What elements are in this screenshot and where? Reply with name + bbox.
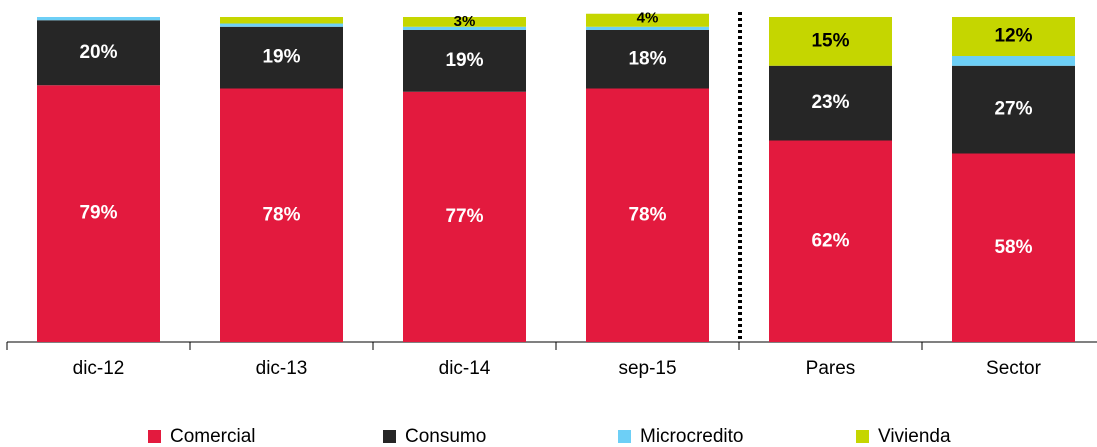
bar-segment <box>952 17 1075 56</box>
bar-segment <box>952 65 1075 154</box>
bar-segment <box>220 26 343 89</box>
data-label: 15% <box>811 30 849 51</box>
x-tick-label: dic-12 <box>73 358 125 379</box>
x-tick-label: dic-13 <box>256 358 308 379</box>
bar-segment <box>769 17 892 66</box>
bar-segment <box>586 26 709 30</box>
data-label: 23% <box>811 92 849 113</box>
bar-segment <box>952 153 1075 342</box>
x-tick-label: sep-15 <box>618 358 676 379</box>
legend-label: Consumo <box>405 426 486 447</box>
bar-segment <box>37 85 160 342</box>
data-label: 27% <box>994 99 1032 120</box>
bar-segment <box>220 88 343 342</box>
data-label: 3% <box>454 13 476 30</box>
bar-segment <box>220 23 343 27</box>
legend-label: Microcredito <box>640 426 743 447</box>
bar-segment <box>37 20 160 86</box>
bar-segment <box>403 30 526 92</box>
data-label: 19% <box>445 50 483 71</box>
bar-segment <box>586 13 709 27</box>
data-label: 18% <box>628 48 666 69</box>
bar-segment <box>952 56 1075 66</box>
data-label: 4% <box>637 10 659 27</box>
data-label: 20% <box>79 42 117 63</box>
bar-segment <box>403 26 526 30</box>
data-label: 58% <box>994 237 1032 258</box>
data-label: 19% <box>262 47 300 68</box>
bar-segment <box>769 65 892 141</box>
bar-segment <box>403 17 526 27</box>
legend-swatch <box>383 430 396 443</box>
x-tick-label: dic-14 <box>439 358 491 379</box>
bar-segment <box>586 30 709 89</box>
data-label: 12% <box>994 26 1032 47</box>
bar-segment <box>586 88 709 342</box>
data-label: 62% <box>811 230 849 251</box>
legend-label: Vivienda <box>878 426 951 447</box>
legend-label: Comercial <box>170 426 256 447</box>
x-tick-label: Sector <box>986 358 1042 379</box>
data-label: 78% <box>262 204 300 225</box>
data-label: 78% <box>628 204 666 225</box>
x-tick-label: Pares <box>806 358 856 379</box>
data-label: 77% <box>445 206 483 227</box>
bar-segment <box>220 17 343 24</box>
bar-segment <box>37 17 160 21</box>
data-label: 79% <box>79 203 117 224</box>
bar-segment <box>403 91 526 342</box>
legend-swatch <box>618 430 631 443</box>
legend-swatch <box>148 430 161 443</box>
bar-segment <box>769 140 892 342</box>
legend-swatch <box>856 430 869 443</box>
